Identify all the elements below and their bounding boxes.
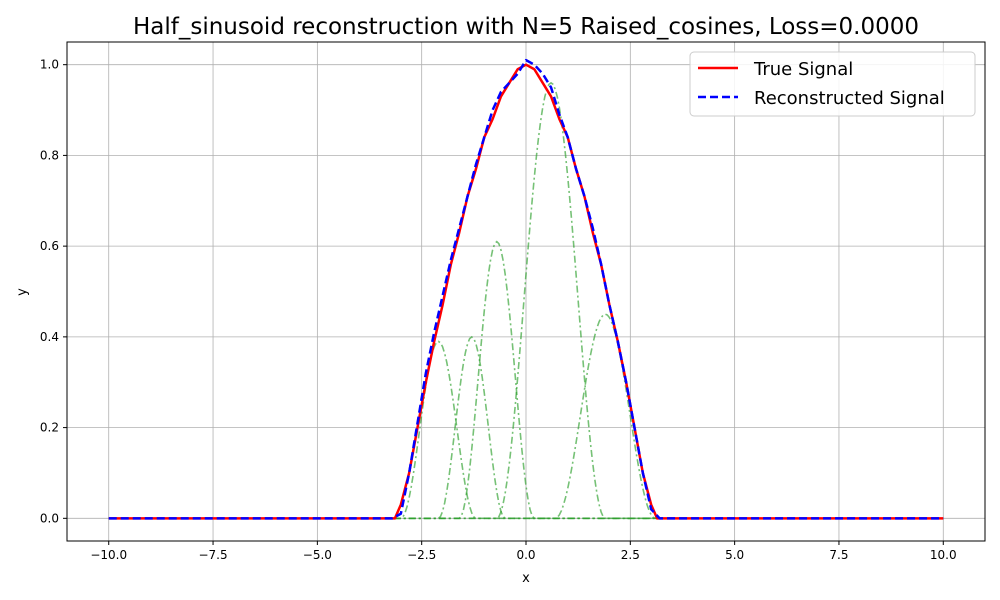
y-tick-label: 1.0 <box>40 58 59 72</box>
x-tick-label: −7.5 <box>198 548 227 562</box>
x-ticks: −10.0 −7.5 −5.0 −2.5 0.0 2.5 5.0 7.5 10.0 <box>90 541 957 562</box>
x-tick-label: −2.5 <box>407 548 436 562</box>
y-axis-label: y <box>15 288 30 296</box>
x-axis-label: x <box>522 571 530 586</box>
x-tick-label: 5.0 <box>725 548 744 562</box>
x-tick-label: 7.5 <box>829 548 848 562</box>
reconstructed-signal-line <box>108 58 944 520</box>
x-tick-label: −10.0 <box>90 548 127 562</box>
legend-true-signal-label: True Signal <box>753 59 853 80</box>
y-tick-label: 0.2 <box>40 421 59 435</box>
y-tick-label: 0.8 <box>40 148 59 162</box>
legend: True Signal Reconstructed Signal <box>689 51 976 117</box>
x-tick-label: 0.0 <box>516 548 535 562</box>
chart-title: Half_sinusoid reconstruction with N=5 Ra… <box>133 14 919 40</box>
series-lines <box>108 58 944 520</box>
x-tick-label: −5.0 <box>303 548 332 562</box>
legend-box <box>689 51 976 117</box>
legend-reconstructed-signal-label: Reconstructed Signal <box>754 88 945 109</box>
x-tick-label: 2.5 <box>621 548 640 562</box>
y-ticks: 0.0 0.2 0.4 0.6 0.8 1.0 <box>40 58 67 525</box>
y-tick-label: 0.6 <box>40 239 59 253</box>
y-tick-label: 0.4 <box>40 330 59 344</box>
x-tick-label: 10.0 <box>930 548 957 562</box>
y-tick-label: 0.0 <box>40 511 59 525</box>
